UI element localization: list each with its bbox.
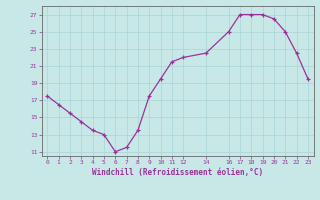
X-axis label: Windchill (Refroidissement éolien,°C): Windchill (Refroidissement éolien,°C) [92,168,263,177]
